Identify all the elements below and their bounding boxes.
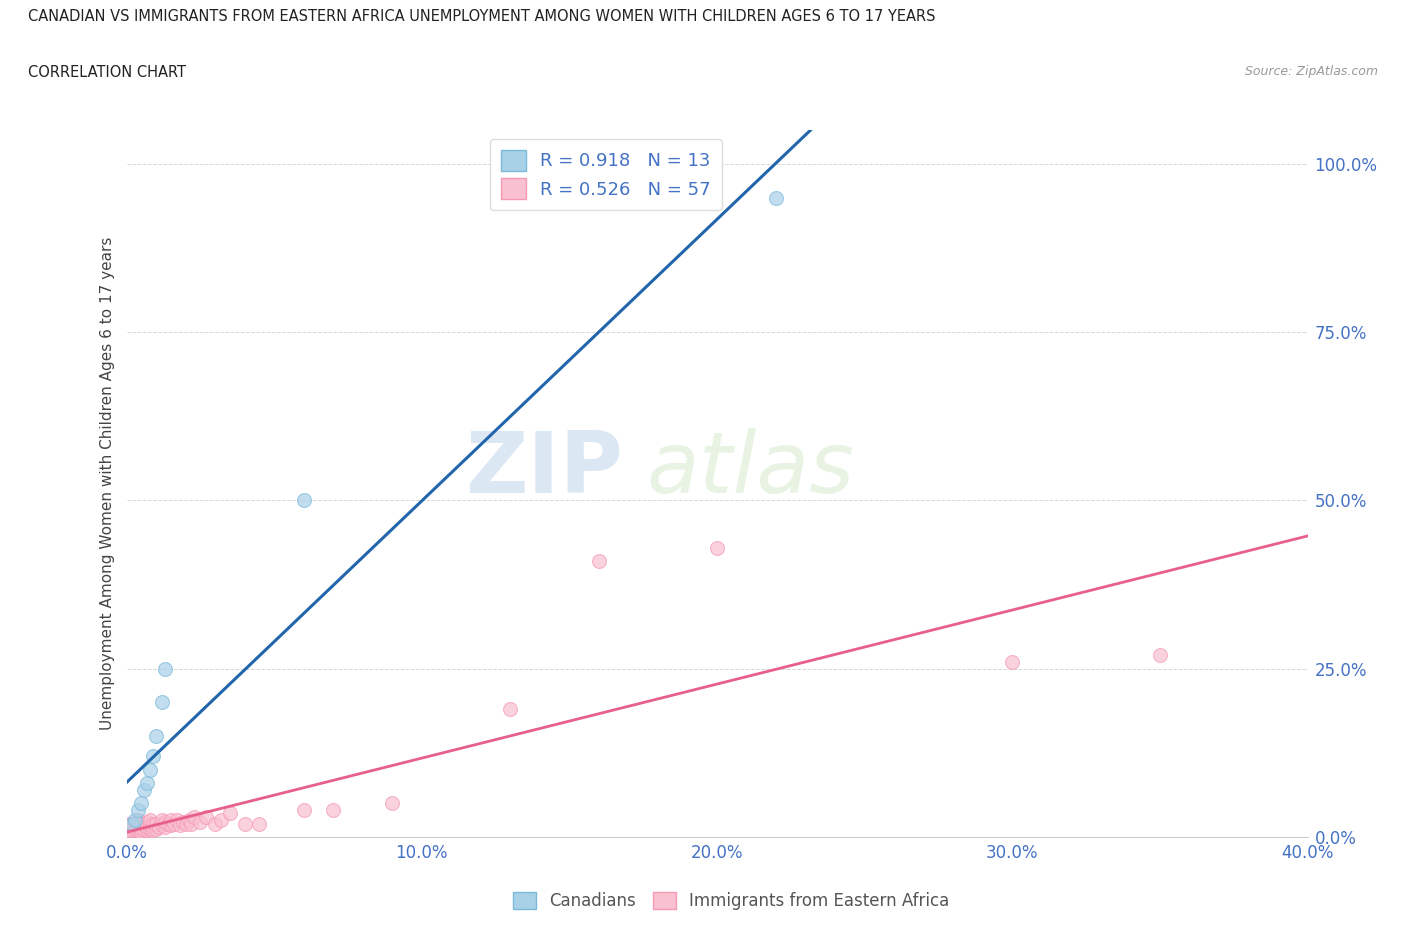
Text: CORRELATION CHART: CORRELATION CHART (28, 65, 186, 80)
Point (136, 815, 159, 830)
Point (292, 803, 315, 817)
Point (381, 796, 404, 811)
Point (174, 817, 197, 831)
Point (127, 819, 149, 834)
Point (499, 701, 522, 716)
Point (145, 817, 167, 831)
Point (765, 190, 787, 205)
Point (180, 817, 202, 831)
Point (134, 782, 156, 797)
Point (172, 815, 194, 830)
Point (124, 823, 146, 838)
Point (209, 813, 232, 828)
Point (127, 823, 149, 838)
Point (177, 813, 200, 828)
Point (150, 813, 173, 828)
Point (124, 819, 146, 834)
Point (150, 695, 173, 710)
Point (322, 803, 344, 817)
Point (247, 817, 270, 831)
Point (1001, 655, 1024, 670)
Legend: Canadians, Immigrants from Eastern Africa: Canadians, Immigrants from Eastern Afric… (506, 885, 956, 917)
Point (153, 819, 176, 834)
Point (136, 819, 159, 834)
Point (124, 817, 146, 831)
Point (142, 823, 165, 838)
Point (136, 823, 159, 838)
Point (233, 817, 256, 831)
Text: ZIP: ZIP (465, 428, 623, 511)
Point (163, 817, 186, 831)
Point (183, 809, 205, 824)
Point (124, 813, 146, 828)
Point (145, 821, 167, 836)
Point (166, 813, 188, 828)
Point (129, 817, 153, 831)
Point (134, 817, 156, 832)
Point (129, 796, 153, 811)
Legend: R = 0.918   N = 13, R = 0.526   N = 57: R = 0.918 N = 13, R = 0.526 N = 57 (489, 140, 721, 210)
Point (129, 821, 153, 836)
Point (188, 815, 211, 830)
Point (136, 776, 159, 790)
Point (139, 763, 162, 777)
Point (142, 817, 165, 831)
Point (588, 553, 610, 568)
Point (121, 823, 143, 838)
Point (159, 813, 183, 828)
Point (139, 821, 162, 836)
Point (219, 806, 242, 821)
Point (127, 813, 149, 828)
Point (129, 824, 153, 839)
Point (204, 817, 226, 831)
Point (159, 817, 183, 832)
Text: atlas: atlas (647, 428, 855, 511)
Point (148, 819, 170, 834)
Point (153, 661, 176, 676)
Point (121, 819, 143, 834)
Point (145, 728, 167, 743)
Point (153, 815, 176, 830)
Point (121, 817, 143, 831)
Point (139, 817, 162, 832)
Text: Source: ZipAtlas.com: Source: ZipAtlas.com (1244, 65, 1378, 78)
Point (142, 749, 165, 764)
Point (292, 493, 315, 508)
Point (1149, 648, 1171, 663)
Y-axis label: Unemployment Among Women with Children Ages 6 to 17 years: Unemployment Among Women with Children A… (100, 237, 115, 730)
Point (150, 817, 173, 832)
Point (134, 823, 156, 838)
Point (139, 813, 162, 828)
Point (195, 809, 218, 824)
Text: CANADIAN VS IMMIGRANTS FROM EASTERN AFRICA UNEMPLOYMENT AMONG WOMEN WITH CHILDRE: CANADIAN VS IMMIGRANTS FROM EASTERN AFRI… (28, 9, 935, 24)
Point (118, 817, 141, 831)
Point (169, 817, 191, 832)
Point (127, 803, 149, 817)
Point (118, 823, 141, 838)
Point (156, 817, 179, 831)
Point (706, 540, 728, 555)
Point (121, 817, 143, 831)
